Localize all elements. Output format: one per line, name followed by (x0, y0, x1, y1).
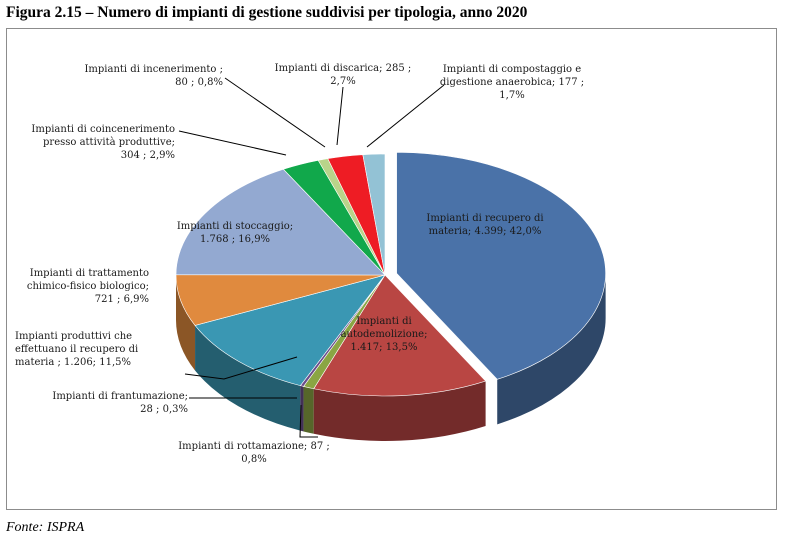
leader-line-7 (178, 130, 287, 156)
data-label-9: Impianti di discarica; 285 ; 2,7% (275, 63, 412, 87)
pie-side-2 (303, 386, 314, 434)
pie-side-1 (313, 381, 486, 441)
data-labels: Impianti di recupero di materia; 4.399; 4… (15, 63, 584, 465)
data-label-7: Impianti di coincenerimento presso attivi… (31, 124, 175, 161)
data-label-0: Impianti di recupero di materia; 4.399; 4… (426, 213, 543, 237)
pie-slice-1 (313, 274, 487, 397)
leader-line-10 (366, 84, 445, 148)
data-label-8: Impianti di incenerimento ; 80 ; 0,8% (84, 64, 223, 88)
pie-side-3 (300, 385, 304, 432)
source-note: Fonte: ISPRA (6, 520, 85, 535)
data-label-4: Impianti produttivi che effettuano il rec… (15, 331, 138, 368)
leader-line-4 (184, 356, 298, 380)
data-label-3: Impianti di frantumazione; 28 ; 0,3% (52, 391, 188, 415)
data-label-10: Impianti di compostaggio e digestione ana… (440, 64, 584, 101)
pie-slice-4 (194, 274, 386, 386)
data-label-2: Impianti di rottamazione; 87 ; 0,8% (178, 441, 330, 465)
leader-line-8 (224, 77, 326, 148)
data-label-5: Impianti di trattamento chimico-fisico bi… (27, 268, 149, 305)
pie-top-layer (175, 151, 606, 397)
pie-chart: Impianti di recupero di materia; 4.399; 4… (15, 63, 606, 465)
pie-side-4 (195, 325, 301, 431)
pie-slice-10 (362, 153, 386, 276)
pie-slice-0 (396, 151, 606, 380)
pie-side-0 (497, 273, 606, 425)
leader-line-2 (299, 404, 318, 438)
leader-line-9 (336, 86, 344, 146)
figure-title: Figura 2.15 – Numero di impianti di gest… (6, 4, 528, 21)
chart-frame: Impianti di recupero di materia; 4.399; 4… (6, 28, 777, 510)
data-label-6: Impianti di stoccaggio; 1.768 ; 16,9% (177, 221, 293, 245)
data-label-1: Impianti di autodemolizione; 1.417; 13,5% (341, 316, 428, 353)
pie-depth-layer (176, 273, 606, 441)
pie-slice-6 (175, 168, 386, 276)
pie-side-5 (176, 275, 196, 371)
leader-lines (178, 77, 445, 438)
